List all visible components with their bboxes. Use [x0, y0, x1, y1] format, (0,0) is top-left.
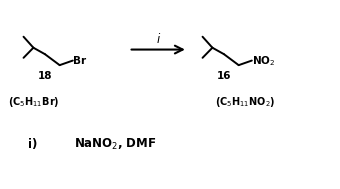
- Text: i): i): [29, 138, 38, 150]
- Text: 16: 16: [217, 71, 231, 81]
- Text: (C$_5$H$_{11}$Br): (C$_5$H$_{11}$Br): [8, 95, 59, 109]
- Text: (C$_5$H$_{11}$NO$_2$): (C$_5$H$_{11}$NO$_2$): [215, 95, 275, 109]
- Text: 18: 18: [38, 71, 52, 81]
- Text: i: i: [157, 33, 160, 46]
- Text: Br: Br: [73, 56, 87, 66]
- Text: NO$_2$: NO$_2$: [253, 54, 276, 68]
- Text: NaNO$_2$, DMF: NaNO$_2$, DMF: [74, 136, 157, 152]
